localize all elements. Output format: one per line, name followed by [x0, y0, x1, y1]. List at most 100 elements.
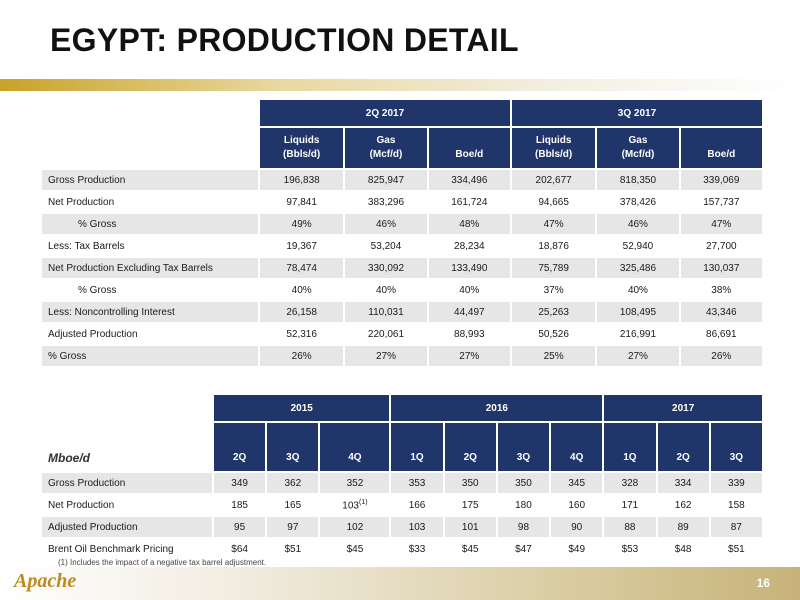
table-cell: 220,061 — [367, 328, 405, 340]
table-cell: $53 — [604, 539, 655, 559]
cell-value: 175 — [461, 499, 479, 511]
table-cell: 97 — [267, 517, 319, 537]
cell-value: $47 — [515, 543, 532, 555]
row-label: Adjusted Production — [48, 328, 138, 340]
table-cell: 46% — [597, 214, 679, 234]
table-cell: 25% — [511, 346, 596, 366]
cell-value: 350 — [515, 477, 532, 489]
cell-value: $33 — [408, 543, 426, 555]
table-row: % Gross 26% 27% 27% 25% 27% 26% — [42, 346, 762, 366]
table-cell: 339 — [710, 473, 762, 493]
table-cell: 175 — [445, 495, 496, 515]
table-cell: 50,526 — [538, 328, 569, 340]
cell-value: 180 — [515, 499, 532, 511]
cell-value: 88 — [624, 521, 636, 533]
quarter-header: 1Q — [604, 423, 656, 471]
table-cell: 158 — [711, 495, 762, 515]
cell-value: 95 — [234, 521, 246, 533]
table-cell: $49 — [551, 539, 602, 559]
table-cell: $48 — [658, 539, 709, 559]
row-label: Net Production — [48, 499, 115, 511]
table-cell: 383,296 — [367, 196, 405, 208]
table-cell: 330,092 — [345, 258, 427, 278]
cell-value: 158 — [728, 499, 745, 511]
table-cell: 349 — [214, 473, 266, 493]
table-cell: 133,490 — [428, 258, 510, 278]
table-cell: 90 — [551, 517, 603, 537]
table-cell: 202,677 — [511, 170, 596, 190]
quarter-header: 1Q — [391, 423, 443, 471]
table-cell: 350 — [444, 473, 496, 493]
cell-value: 97 — [287, 521, 299, 533]
group-header-3q2017: 3Q 2017 — [511, 100, 762, 126]
table-cell: 334 — [657, 473, 709, 493]
table-cell: 52,316 — [286, 328, 317, 340]
cell-value: 102 — [346, 521, 364, 533]
quarter-header: 2Q — [214, 423, 266, 471]
table-cell: 46% — [345, 214, 427, 234]
table-cell: 48% — [428, 214, 510, 234]
table-cell: 40% — [375, 284, 396, 296]
table-cell: 47% — [511, 214, 596, 234]
table-cell: 101 — [444, 517, 496, 537]
cell-value: 160 — [568, 499, 586, 511]
table-row: Net Production 97,841 383,296 161,724 94,665… — [42, 192, 762, 212]
table-cell: 353 — [391, 473, 443, 493]
table-cell: 27,700 — [706, 240, 737, 252]
table-cell: 53,204 — [370, 240, 402, 252]
table-cell: 328 — [604, 473, 656, 493]
table-cell: $45 — [320, 539, 389, 559]
table-cell: 88,993 — [454, 328, 485, 340]
table-year-header-row: 2015 2016 2017 — [42, 395, 762, 421]
table-cell: 78,474 — [260, 258, 344, 278]
table-cell: 161,724 — [451, 196, 488, 208]
row-label: Brent Oil Benchmark Pricing — [48, 543, 174, 555]
table-cell: 162 — [658, 495, 709, 515]
table-cell: 362 — [267, 473, 319, 493]
row-label: % Gross — [42, 346, 258, 366]
table-cell: 19,367 — [286, 240, 317, 252]
table-row: Brent Oil Benchmark Pricing $64 $51 $45 $33 $… — [42, 539, 762, 559]
table-cell: 89 — [657, 517, 709, 537]
column-header: Gas (Mcf/d) — [597, 128, 679, 168]
quarterly-production-body: Gross Production 349 362 352 353 350 350 345 328… — [42, 473, 762, 559]
table-cell: $47 — [498, 539, 549, 559]
table-cell: 87 — [710, 517, 762, 537]
quarter-header: 4Q — [320, 423, 390, 471]
table-cell: 75,789 — [511, 258, 596, 278]
cell-value: $53 — [621, 543, 639, 555]
table-cell: 86,691 — [706, 328, 737, 340]
table-cell: 97,841 — [286, 196, 317, 208]
table-cell: 185 — [214, 495, 265, 515]
production-detail-table: 2Q 2017 3Q 2017 Liquids (Bbls/d) Gas (Mcf/… — [40, 98, 764, 368]
cell-value: $51 — [284, 543, 302, 555]
table-cell: 94,665 — [538, 196, 569, 208]
year-header-2016: 2016 — [391, 395, 603, 421]
table-cell: 18,876 — [538, 240, 569, 252]
cell-value: $45 — [346, 543, 364, 555]
quarter-header: 3Q — [710, 423, 762, 471]
page-number: 16 — [756, 576, 770, 590]
row-label: Gross Production — [42, 170, 258, 190]
cell-value: $45 — [461, 543, 479, 555]
footnote-marker: (1) — [358, 498, 368, 506]
table-cell: 345 — [551, 473, 603, 493]
cell-value: 350 — [461, 477, 479, 489]
table-cell: 166 — [391, 495, 442, 515]
footnote: (1) Includes the impact of a negative ta… — [58, 558, 267, 567]
production-detail-body: Gross Production 196,838 825,947 334,496 202… — [42, 170, 762, 366]
table-cell: 339,069 — [680, 170, 762, 190]
table-cell: 38% — [711, 284, 732, 296]
row-label: % Gross — [78, 284, 117, 296]
table-cell: 25,263 — [511, 302, 596, 322]
table-row: Adjusted Production 95 97 102 103 101 98 90 88 89… — [42, 517, 762, 537]
cell-value: 103 — [408, 521, 426, 533]
table-cell: 43,346 — [680, 302, 762, 322]
quarter-header: 3Q — [497, 423, 550, 471]
table-cell: 95 — [214, 517, 266, 537]
table-row: Adjusted Production 52,316 220,061 88,993 50… — [42, 324, 762, 344]
table-cell: 102 — [320, 517, 390, 537]
table-cell: 44,497 — [428, 302, 510, 322]
cell-value: 166 — [408, 499, 426, 511]
table-row: Less: Tax Barrels 19,367 53,204 28,234 18,87… — [42, 236, 762, 256]
